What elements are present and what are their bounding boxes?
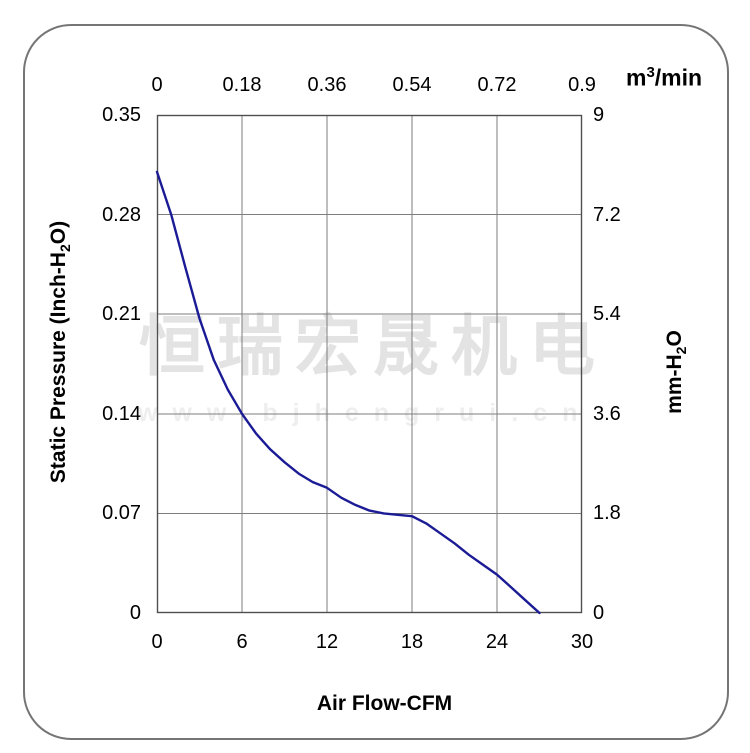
left-axis-tick: 0 [129, 602, 141, 624]
pq-chart [155, 114, 583, 615]
bottom-axis-tick: 0 [151, 631, 163, 653]
right-axis-tick: 1.8 [593, 502, 621, 525]
left-axis-title: Static Pressure (Inch-H2O) [46, 220, 74, 484]
left-axis-tick: 0.07 [102, 502, 141, 525]
top-axis-title: m3/min [626, 64, 703, 91]
right-axis-title: mm-H2O [662, 330, 690, 414]
watermark-chinese: 恒瑞宏晟机电 [139, 309, 607, 383]
top-axis-tick: 0.18 [222, 74, 262, 96]
top-axis-tick: 0.54 [392, 74, 432, 96]
right-axis-tick: 7.2 [593, 203, 621, 226]
bottom-axis-tick: 12 [315, 631, 339, 653]
plot-border [156, 114, 583, 614]
pq-curve [155, 170, 541, 615]
right-axis-tick: 0 [593, 602, 605, 624]
right-axis-tick: 9 [593, 104, 605, 126]
bottom-axis-title: Air Flow-CFM [316, 692, 453, 715]
bottom-axis-tick: 24 [485, 631, 509, 653]
watermark-url: www.bjhengrui.cn [138, 399, 593, 427]
left-axis-tick: 0.21 [102, 303, 141, 326]
top-axis-tick: 0.36 [307, 74, 347, 96]
bottom-axis-tick: 30 [570, 631, 594, 653]
bottom-axis-tick: 18 [400, 631, 424, 653]
left-axis-tick: 0.35 [102, 104, 141, 126]
left-axis-tick: 0.28 [102, 203, 141, 226]
top-axis-tick: 0.72 [477, 74, 517, 96]
right-axis-tick: 3.6 [593, 402, 621, 425]
panel-border [23, 24, 729, 740]
right-axis-tick: 5.4 [593, 303, 621, 326]
left-axis-tick: 0.14 [102, 402, 141, 425]
bottom-axis-tick: 6 [236, 631, 248, 653]
top-axis-tick: 0.9 [568, 74, 596, 96]
top-axis-tick: 0 [151, 74, 163, 96]
gridlines [157, 115, 582, 613]
